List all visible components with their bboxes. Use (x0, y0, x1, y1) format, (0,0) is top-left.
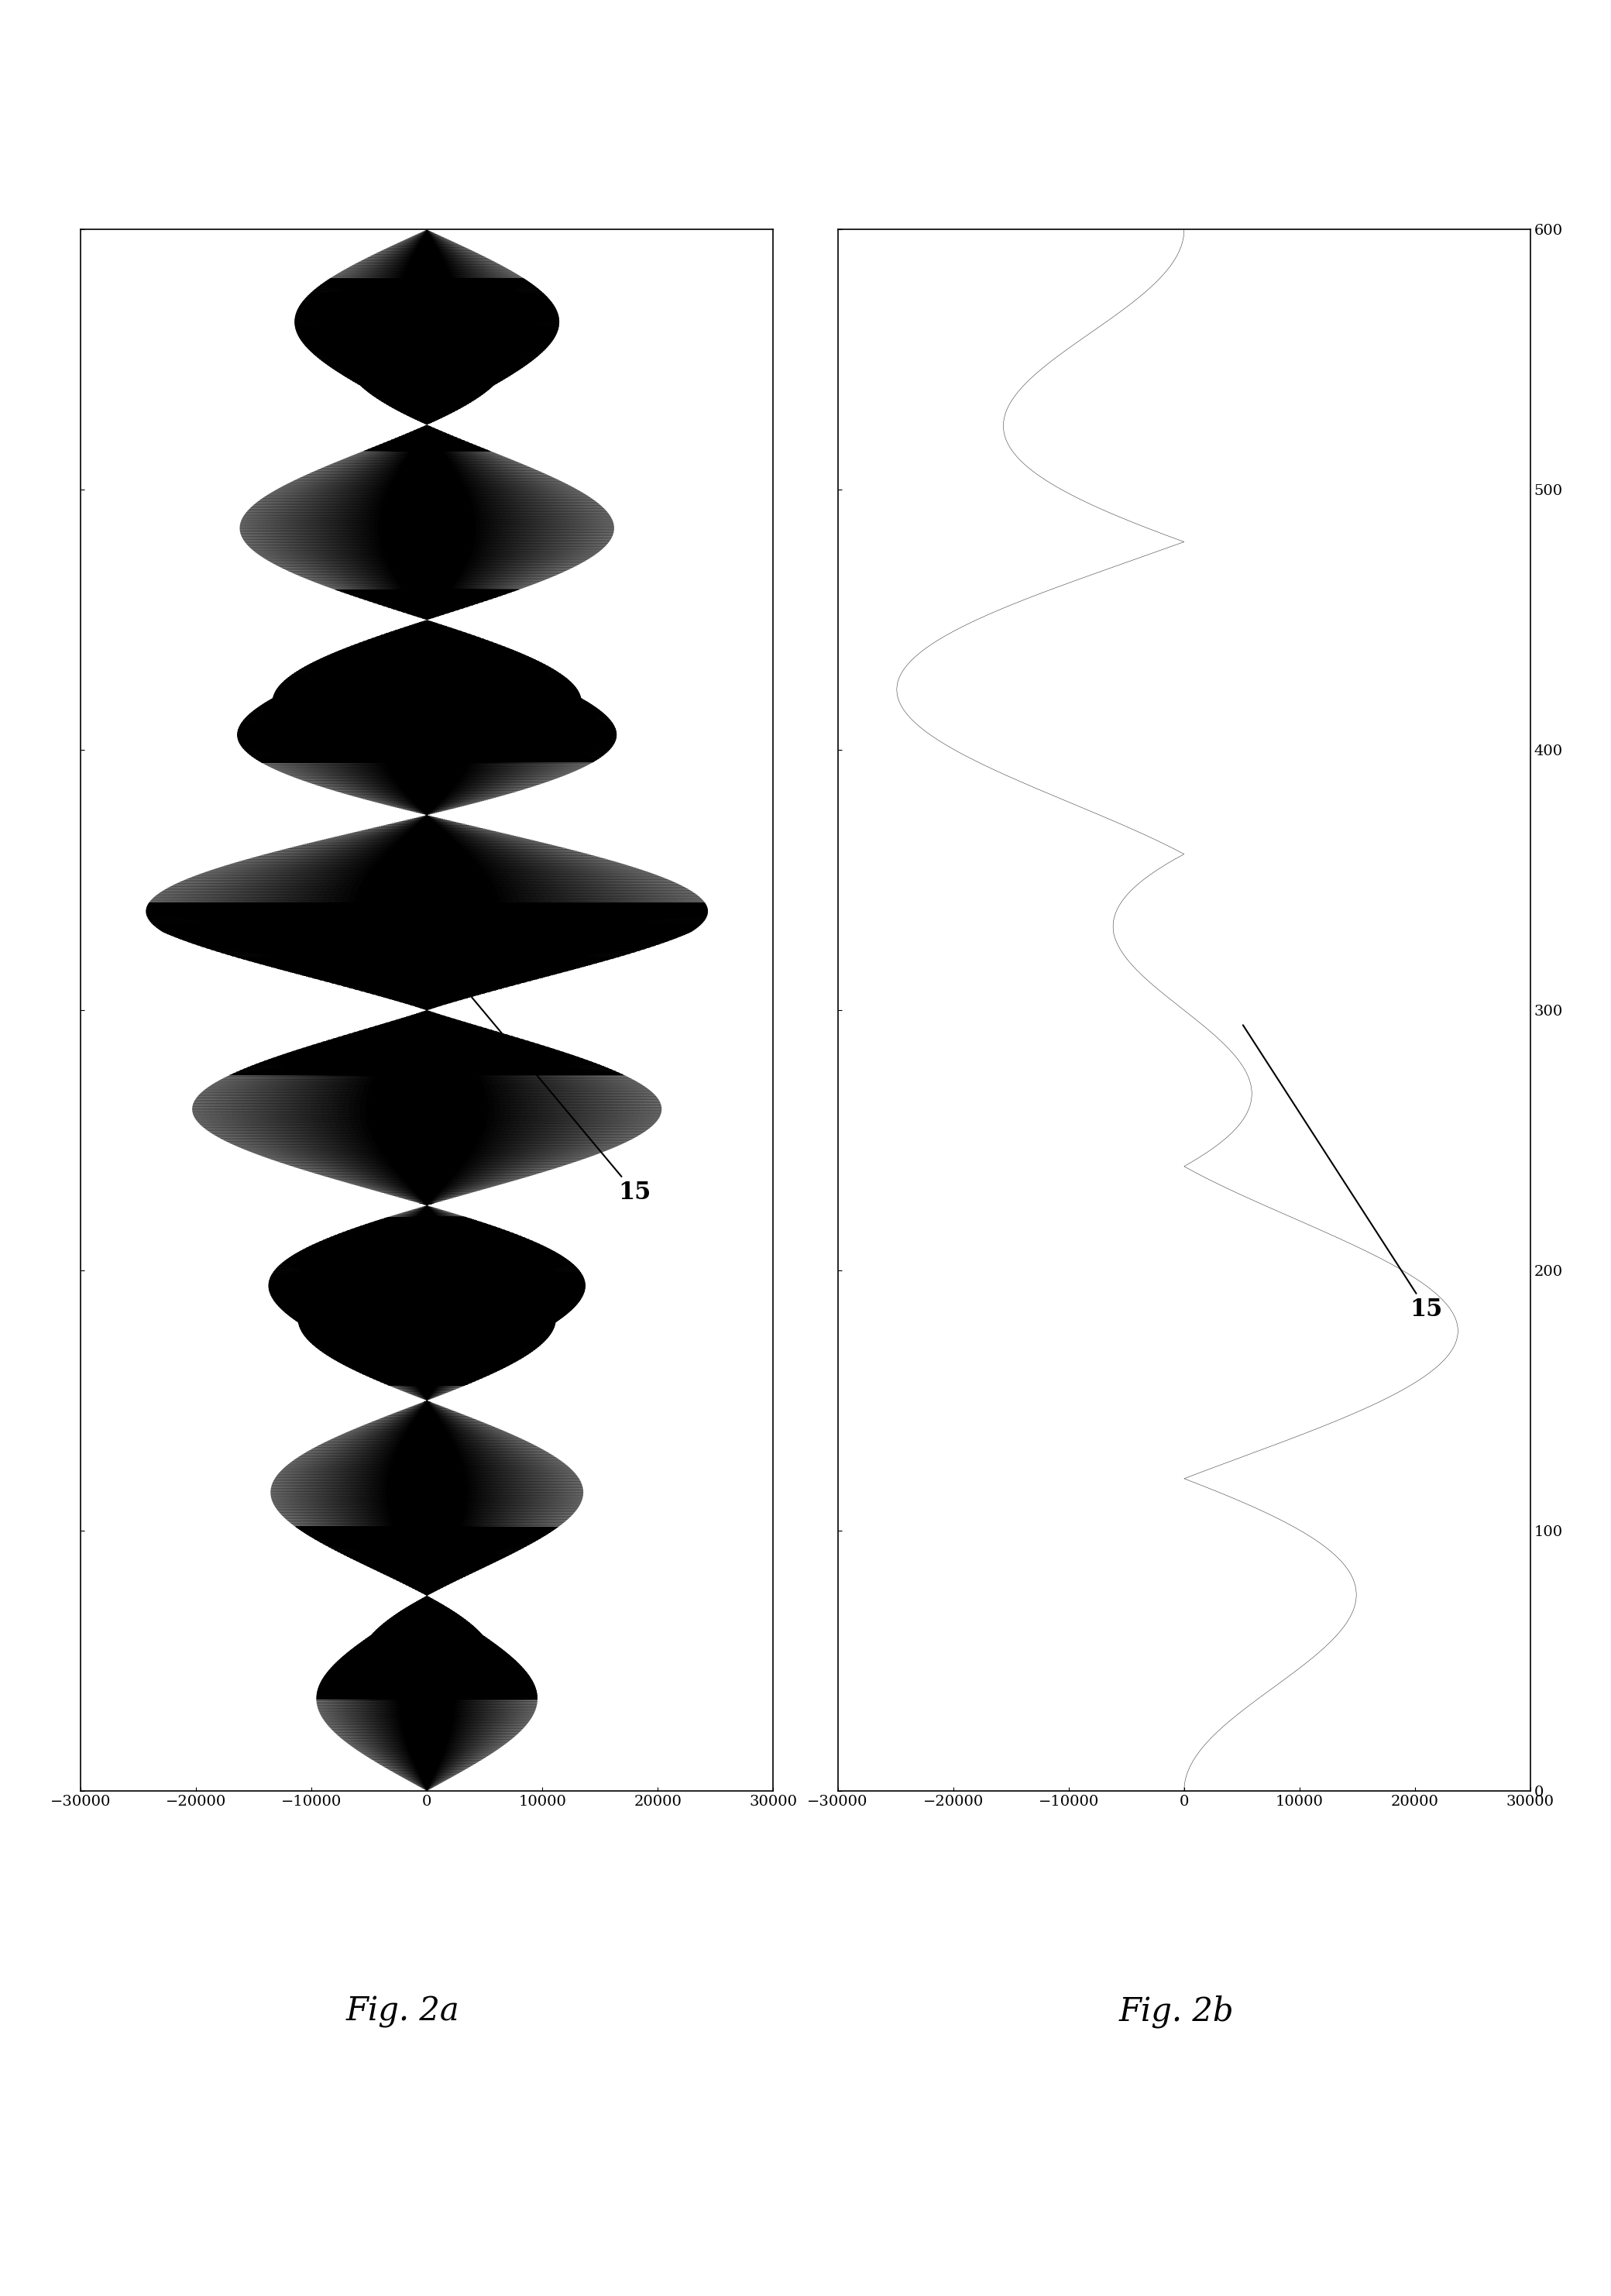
Text: 15: 15 (1244, 1024, 1443, 1322)
Text: Fig. 2a: Fig. 2a (346, 1995, 459, 2027)
Text: Fig. 2b: Fig. 2b (1118, 1995, 1234, 2027)
Text: 15: 15 (451, 974, 651, 1205)
